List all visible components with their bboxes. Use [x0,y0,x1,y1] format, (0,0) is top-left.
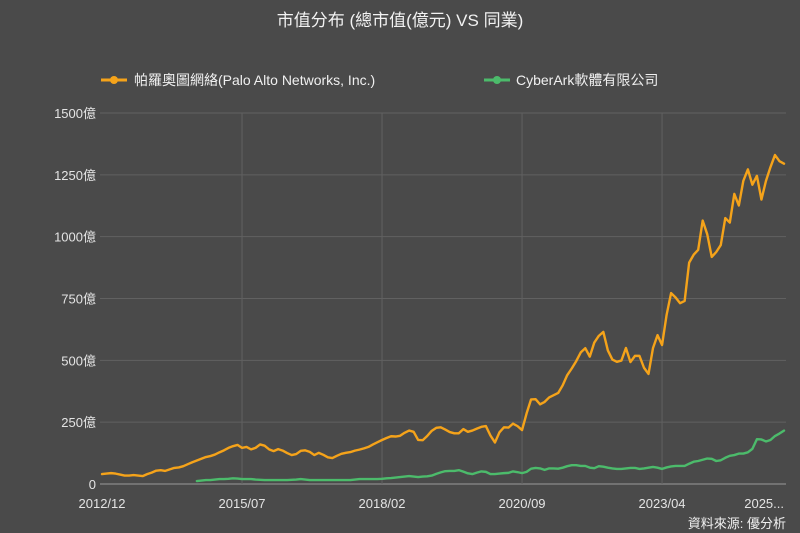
legend-item-cyberark[interactable]: CyberArk軟體有限公司 [484,72,658,88]
legend-item-palo-alto[interactable]: 帕羅奧圖網絡(Palo Alto Networks, Inc.) [101,72,375,88]
x-tick-label: 2025... [744,496,784,511]
y-tick-label: 1250億 [54,168,96,183]
series-lines [100,153,786,483]
chart-title: 市值分布 (總市值(億元) VS 同業) [277,11,524,30]
y-tick-label: 1000億 [54,230,96,245]
y-tick-label: 1500億 [54,106,96,121]
legend-label-cyberark: CyberArk軟體有限公司 [516,72,658,88]
y-tick-label: 250億 [61,415,96,430]
x-tick-label: 2015/07 [219,496,266,511]
x-tick-label: 2012/12 [79,496,126,511]
source-note: 資料來源: 優分析 [688,516,786,531]
y-axis: 0 250億 500億 750億 1000億 1250億 1500億 [54,106,96,492]
grid [100,112,786,485]
y-tick-label: 0 [89,477,96,492]
x-tick-label: 2023/04 [639,496,686,511]
cyberark-series-line [195,429,786,483]
x-axis: 2012/12 2015/07 2018/02 2020/09 2023/04 2025.… [79,496,785,511]
legend-dot-palo-alto [110,76,118,84]
legend-label-palo-alto: 帕羅奧圖網絡(Palo Alto Networks, Inc.) [134,72,375,88]
legend-dot-cyberark [493,76,501,84]
legend: 帕羅奧圖網絡(Palo Alto Networks, Inc.) CyberAr… [101,72,658,88]
y-tick-label: 500億 [61,353,96,368]
x-tick-label: 2020/09 [499,496,546,511]
x-tick-label: 2018/02 [359,496,406,511]
y-tick-label: 750億 [61,292,96,307]
palo-alto-series-line [100,153,786,478]
